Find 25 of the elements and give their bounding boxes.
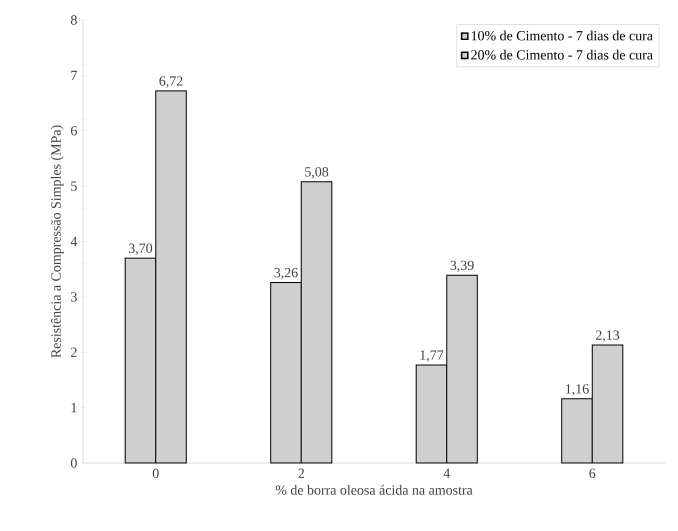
y-tick-label: 2	[70, 348, 77, 357]
x-tick-label: 0	[152, 468, 159, 478]
y-tick-label: 6	[70, 126, 77, 136]
data-label: 3,26	[274, 268, 298, 280]
y-tick-label: 4	[70, 236, 78, 246]
y-tick-label: 8	[70, 15, 77, 25]
data-label: 5,08	[305, 167, 328, 179]
legend-label: 10% de Cimento - 7 dias de cura	[472, 30, 653, 40]
y-tick-label: 7	[71, 70, 77, 80]
data-label: 3,39	[450, 260, 474, 272]
x-tick-label: 4	[444, 468, 450, 478]
x-axis-title: % de borra oleosa ácida na amostra	[276, 484, 473, 495]
data-label: 2,13	[596, 330, 620, 342]
x-tick-label: 2	[298, 468, 304, 478]
data-label: 3,70	[128, 244, 152, 255]
y-tick-label: 1	[72, 403, 77, 412]
legend-label: 20% de Cimento - 7 dias de cura	[471, 50, 653, 60]
x-tick-label: 6	[589, 468, 596, 478]
y-tick-label: 0	[70, 458, 77, 468]
y-axis-title: Resistência a Compressão Simples (MPa)	[50, 126, 64, 358]
data-label: 6,72	[159, 76, 182, 88]
data-label: 1,16	[566, 384, 589, 396]
y-tick-label: 5	[71, 181, 77, 191]
data-label: 1,77	[420, 350, 444, 362]
y-tick-label: 3	[71, 292, 77, 302]
